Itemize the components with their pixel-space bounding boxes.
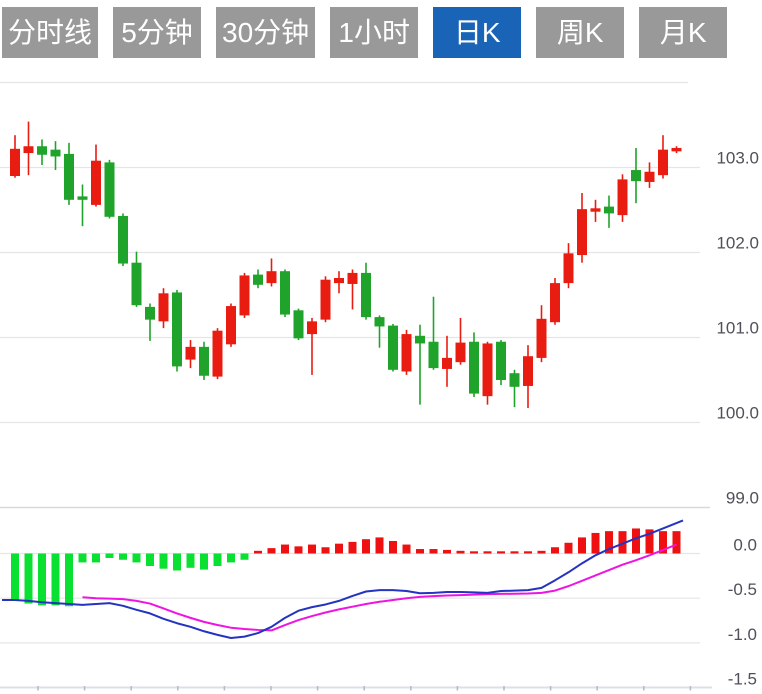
- tab-5min[interactable]: 5分钟: [113, 7, 202, 58]
- svg-text:0.0: 0.0: [733, 536, 757, 555]
- svg-text:-1.0: -1.0: [728, 625, 757, 644]
- svg-text:102.0: 102.0: [716, 234, 759, 253]
- tab-weekly-k[interactable]: 周K: [536, 7, 625, 58]
- tab-30min[interactable]: 30分钟: [216, 7, 316, 58]
- tab-monthly-k[interactable]: 月K: [639, 7, 728, 58]
- svg-text:99.0: 99.0: [726, 489, 759, 508]
- svg-text:100.0: 100.0: [716, 404, 759, 423]
- tab-daily-k[interactable]: 日K: [433, 7, 522, 58]
- svg-text:103.0: 103.0: [716, 149, 759, 168]
- svg-text:-0.5: -0.5: [728, 580, 757, 599]
- period-toolbar: 分时线 5分钟 30分钟 1小时 日K 周K 月K: [2, 7, 728, 58]
- tab-1hour[interactable]: 1小时: [330, 7, 419, 58]
- svg-text:-1.5: -1.5: [728, 670, 757, 689]
- tab-timeline[interactable]: 分时线: [2, 7, 99, 58]
- svg-text:101.0: 101.0: [716, 319, 759, 338]
